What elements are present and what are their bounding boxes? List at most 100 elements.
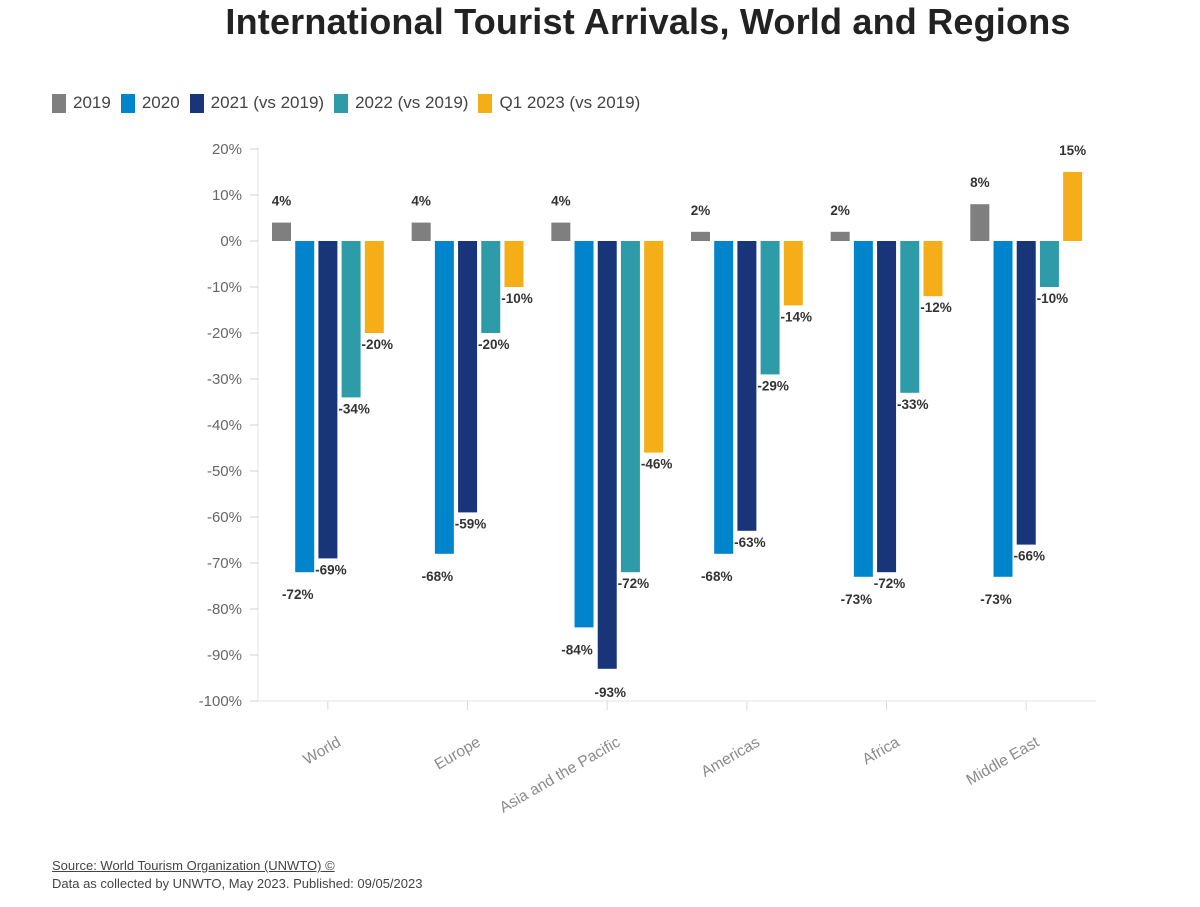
bar-americas-2022-vs-2019 (760, 241, 780, 375)
bar-world-2020 (295, 241, 315, 573)
legend-label: 2020 (141, 93, 180, 112)
data-label: -10% (1037, 291, 1069, 306)
y-tick-label: -90% (207, 647, 242, 664)
data-label: 2% (830, 203, 850, 218)
data-label: -20% (478, 337, 510, 352)
bar-europe-2019 (411, 222, 431, 241)
bar-americas-2021-vs-2019 (737, 241, 757, 531)
y-tick-label: -100% (199, 693, 242, 710)
bar-africa-2020 (853, 241, 873, 577)
y-tick-label: -70% (207, 555, 242, 572)
legend-label: 2019 (73, 93, 111, 112)
y-tick-label: 10% (212, 187, 242, 204)
y-tick-label: -30% (207, 371, 242, 388)
data-label: -59% (455, 516, 487, 531)
data-label: 2% (691, 203, 711, 218)
legend-item-2022-vs-2019[interactable]: 2022 (vs 2019) (334, 93, 468, 113)
y-tick-label: -40% (207, 417, 242, 434)
data-label: -33% (897, 397, 929, 412)
bar-europe-2021-vs-2019 (458, 241, 478, 513)
bar-americas-2019 (691, 231, 710, 241)
y-tick-label: -50% (207, 463, 242, 480)
bar-world-2021-vs-2019 (318, 241, 338, 559)
data-label: -68% (701, 569, 733, 584)
legend-item-2019[interactable]: 2019 (52, 93, 111, 113)
bar-asia-and-the-pacific-2019 (551, 222, 571, 241)
legend-swatch (478, 93, 493, 113)
source-block: Source: World Tourism Organization (UNWT… (52, 857, 422, 893)
legend-label: 2021 (vs 2019) (210, 93, 325, 112)
data-label: -69% (315, 562, 347, 577)
chart-title: International Tourist Arrivals, World an… (225, 1, 1071, 42)
y-tick-label: 20% (212, 141, 242, 158)
bar-africa-2019 (830, 231, 850, 241)
data-label: -84% (561, 642, 593, 657)
source-link[interactable]: Source: World Tourism Organization (UNWT… (52, 858, 335, 873)
bar-world-2019 (272, 222, 291, 241)
data-label: -46% (641, 457, 673, 472)
bar-americas-2020 (714, 241, 734, 554)
data-label: -73% (980, 592, 1012, 607)
legend: 2019 2020 2021 (vs 2019) 2022 (vs 2019) Q1 2… (52, 90, 650, 116)
data-label: -72% (874, 576, 906, 591)
bar-europe-2022-vs-2019 (481, 241, 501, 333)
legend-swatch (52, 93, 66, 113)
legend-item-q1-2023-vs-2019[interactable]: Q1 2023 (vs 2019) (478, 93, 640, 113)
bar-asia-and-the-pacific-q1-2023-vs-2019 (644, 241, 664, 453)
x-tick-label: Africa (860, 734, 903, 769)
data-label: -66% (1013, 549, 1045, 564)
legend-item-2020[interactable]: 2020 (120, 93, 180, 113)
bar-middle-east-2019 (970, 204, 990, 241)
bar-europe-q1-2023-vs-2019 (504, 241, 524, 287)
data-label: -20% (362, 337, 394, 352)
source-note: Data as collected by UNWTO, May 2023. Pu… (52, 876, 423, 891)
data-label: -34% (338, 401, 370, 416)
bar-asia-and-the-pacific-2020 (574, 241, 594, 628)
bar-middle-east-2022-vs-2019 (1039, 241, 1059, 287)
legend-label: 2022 (vs 2019) (355, 93, 469, 112)
data-label: -72% (618, 576, 650, 591)
x-tick-label: Asia and the Pacific (497, 734, 624, 817)
data-label: -63% (734, 535, 766, 550)
x-tick-label: Middle East (964, 733, 1043, 789)
data-label: 15% (1059, 143, 1086, 158)
bar-americas-q1-2023-vs-2019 (783, 241, 803, 306)
data-label: -68% (422, 569, 454, 584)
bar-world-2022-vs-2019 (341, 241, 361, 398)
legend-swatch (189, 93, 204, 113)
data-label: -73% (841, 592, 873, 607)
data-label: -72% (282, 587, 314, 602)
legend-label: Q1 2023 (vs 2019) (499, 93, 641, 112)
data-label: 8% (970, 175, 990, 190)
y-tick-label: -80% (207, 601, 242, 618)
y-tick-label: -10% (207, 279, 242, 296)
legend-swatch (334, 93, 349, 113)
data-label: -14% (781, 309, 813, 324)
data-label: 4% (551, 194, 571, 209)
y-tick-label: 0% (220, 233, 242, 250)
legend-item-2021-vs-2019[interactable]: 2021 (vs 2019) (189, 93, 325, 113)
bar-middle-east-2021-vs-2019 (1016, 241, 1036, 545)
bar-africa-q1-2023-vs-2019 (923, 241, 943, 297)
data-label: -12% (920, 300, 952, 315)
bar-chart: 20% 10% 0% -10% -20% -30% -40% -50% -60% -70% -80%… (199, 141, 1096, 817)
bar-africa-2021-vs-2019 (877, 241, 897, 573)
data-label: -29% (757, 378, 789, 393)
bar-asia-and-the-pacific-2022-vs-2019 (620, 241, 640, 573)
bar-europe-2020 (434, 241, 454, 554)
y-tick-label: -20% (207, 325, 242, 342)
x-tick-label: Americas (698, 734, 763, 781)
data-label: -10% (501, 291, 533, 306)
bar-asia-and-the-pacific-2021-vs-2019 (597, 241, 617, 669)
bar-africa-2022-vs-2019 (900, 241, 920, 393)
y-tick-label: -60% (207, 509, 242, 526)
bar-middle-east-2020 (993, 241, 1013, 577)
legend-swatch (120, 93, 135, 113)
x-tick-label: World (301, 734, 344, 769)
x-tick-label: Europe (432, 734, 484, 774)
bar-world-q1-2023-vs-2019 (364, 241, 384, 333)
data-label: 4% (411, 194, 431, 209)
data-label: 4% (272, 194, 292, 209)
bar-middle-east-q1-2023-vs-2019 (1063, 172, 1083, 241)
data-label: -93% (594, 685, 626, 700)
